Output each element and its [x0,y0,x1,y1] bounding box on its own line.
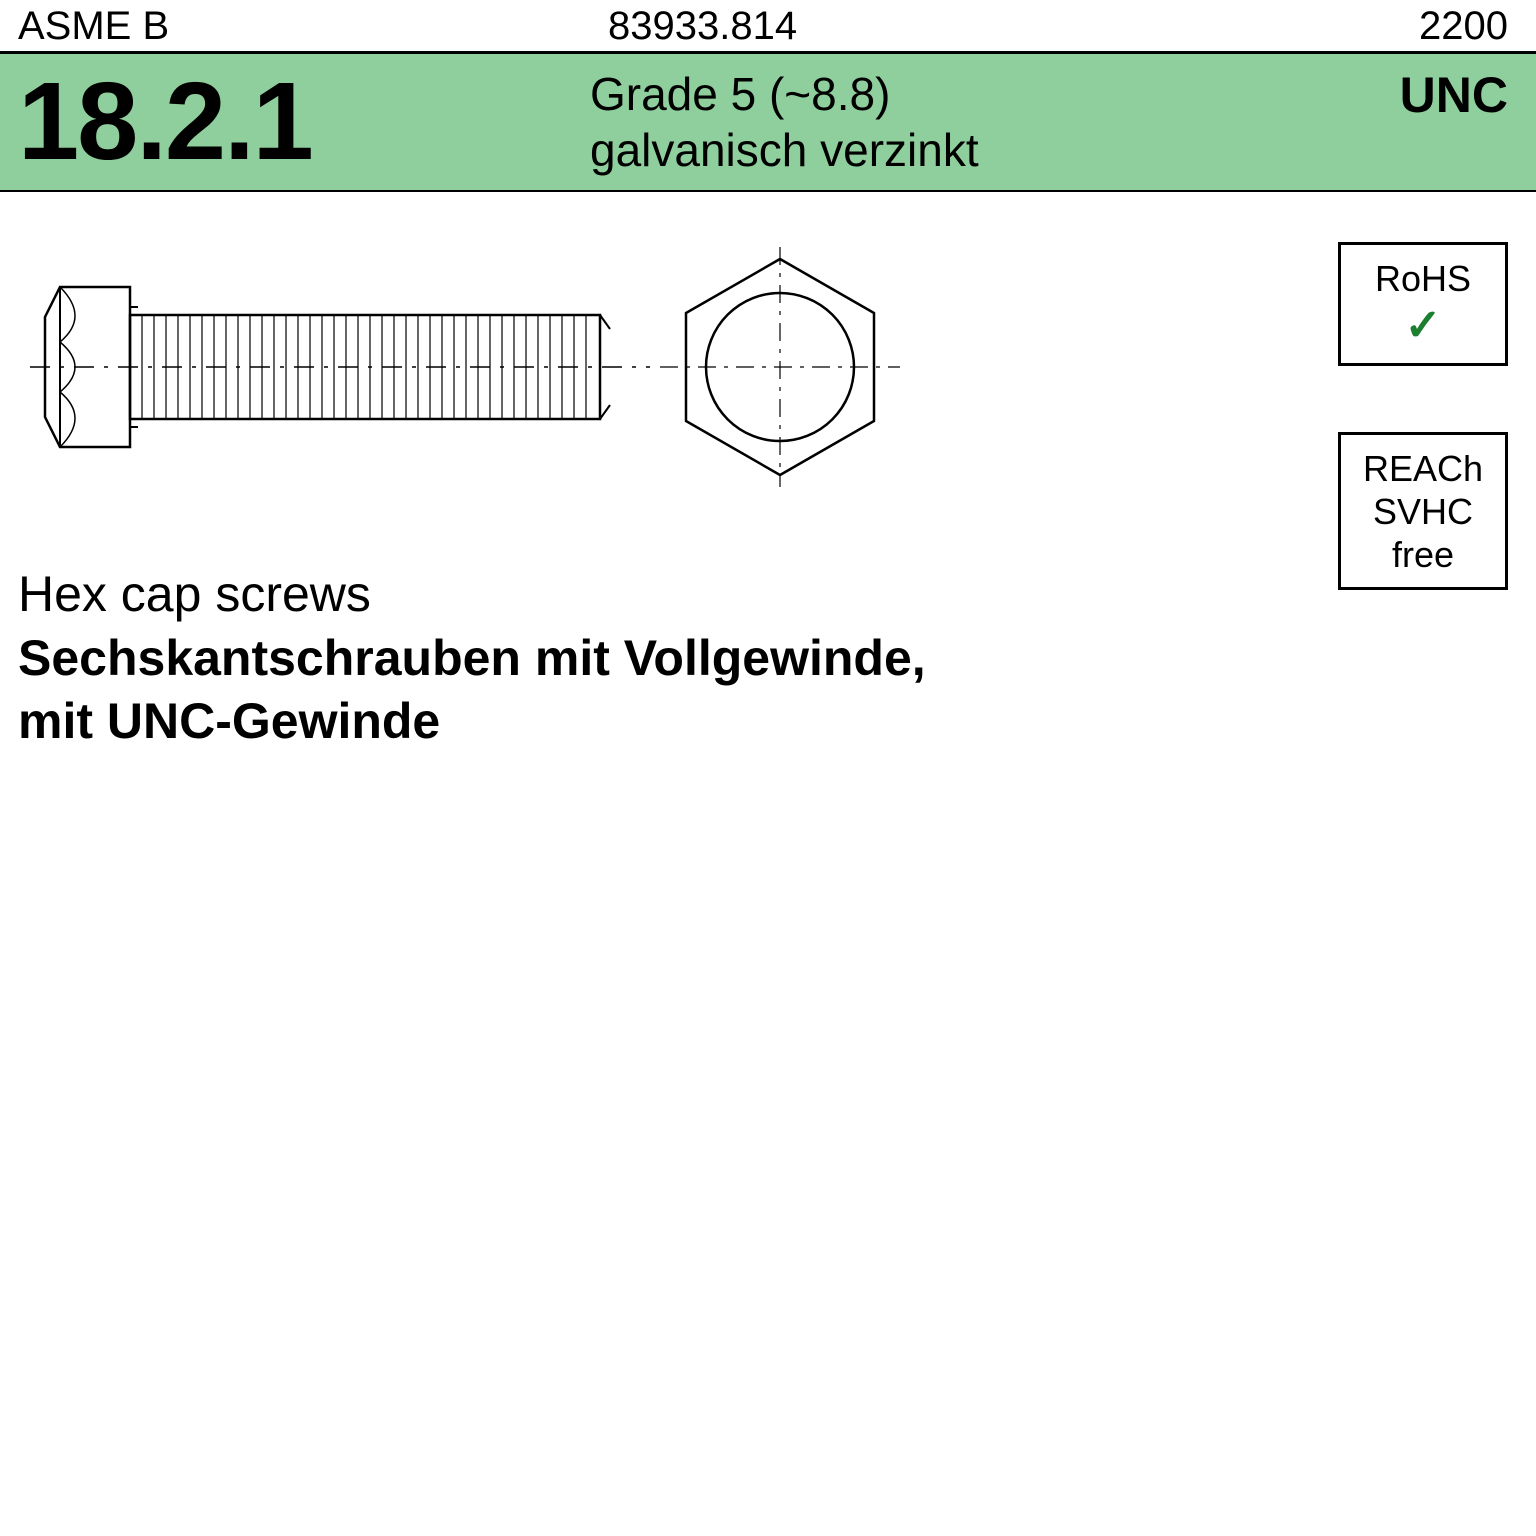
bolt-top-view-icon [660,247,900,487]
title-german-l2: mit UNC-Gewinde [18,690,1306,753]
grade-line: Grade 5 (~8.8) [590,67,1356,121]
title-german-l1: Sechskantschrauben mit Vollgewinde, [18,627,1306,690]
rohs-label: RoHS [1361,257,1485,300]
spec-mid: Grade 5 (~8.8) galvanisch verzinkt [590,61,1356,183]
spec-number: 18.2.1 [0,67,590,177]
std-org: ASME B [0,0,590,51]
reach-line1: REACh [1361,447,1485,490]
bolt-side-view-icon [30,257,650,477]
thread-type: UNC [1356,54,1536,124]
check-icon: ✓ [1361,300,1485,353]
article-number: 83933.814 [590,0,1356,51]
header-green-row: 18.2.1 Grade 5 (~8.8) galvanisch verzink… [0,54,1536,192]
description-block: Hex cap screws Sechskantschrauben mit Vo… [18,565,1306,752]
code-right: 2200 [1356,0,1536,51]
reach-line3: free [1361,533,1485,576]
finish-line: galvanisch verzinkt [590,123,1356,177]
title-english: Hex cap screws [18,565,1306,623]
header-top-row: ASME B 83933.814 2200 [0,0,1536,54]
rohs-badge: RoHS ✓ [1338,242,1508,366]
reach-line2: SVHC [1361,490,1485,533]
reach-badge: REACh SVHC free [1338,432,1508,590]
